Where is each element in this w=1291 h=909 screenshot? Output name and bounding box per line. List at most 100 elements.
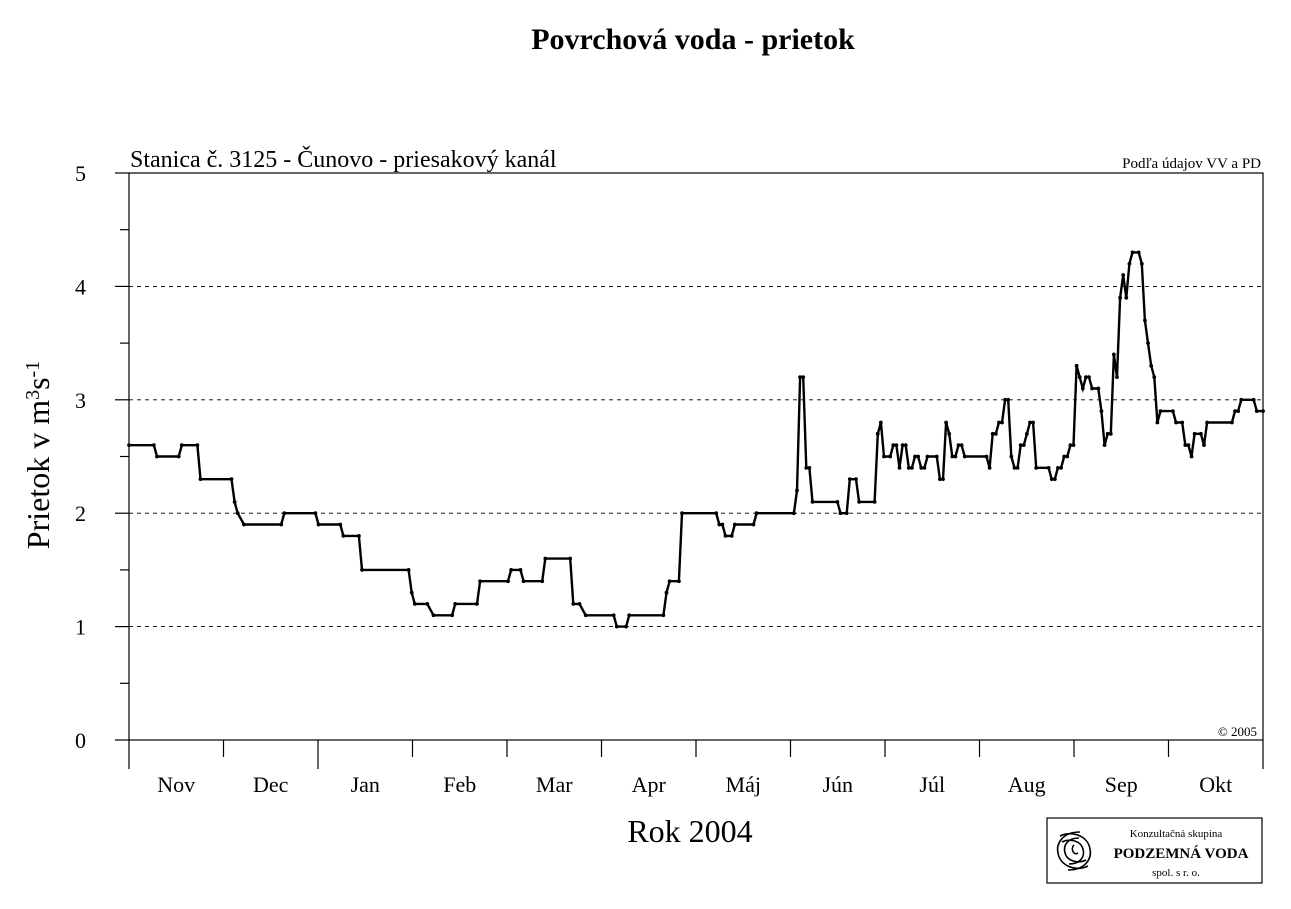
flow-data-point: [1046, 465, 1051, 470]
flow-data-point: [478, 579, 482, 584]
flow-data-point: [1077, 375, 1082, 380]
flow-data-point: [962, 454, 967, 459]
flow-data-point: [1189, 454, 1194, 459]
flow-data-point: [801, 375, 806, 380]
flow-data-point: [568, 556, 573, 561]
flow-data-point: [1031, 420, 1035, 425]
y-tick-label: 1: [75, 615, 86, 640]
x-month-label: Máj: [726, 772, 761, 797]
flow-data-point: [577, 602, 582, 606]
flow-data-point: [956, 443, 961, 448]
flow-data-point: [583, 613, 588, 618]
flow-data-point: [903, 443, 908, 448]
flow-data-point: [1251, 397, 1256, 402]
chart-subtitle: Stanica č. 3125 - Čunovo - priesakový ka…: [130, 146, 557, 173]
flow-data-point: [176, 454, 181, 459]
flow-data-point: [916, 454, 921, 459]
flow-data-point: [1130, 250, 1135, 255]
flow-data-point: [993, 431, 998, 436]
y-axis-title-main: Prietok v m: [20, 400, 56, 549]
flow-data-point: [195, 443, 200, 448]
flow-data-point: [155, 454, 159, 459]
flow-data-point: [1254, 409, 1259, 414]
y-tick-label: 5: [75, 161, 86, 186]
flow-data-point: [1009, 454, 1014, 459]
flow-data-point: [409, 590, 414, 595]
flow-data-point: [360, 568, 364, 572]
flow-data-point: [1084, 375, 1088, 380]
flow-data-point: [425, 602, 430, 606]
flow-data-point: [664, 590, 669, 595]
copyright: © 2005: [1218, 724, 1257, 739]
flow-data-point: [1155, 420, 1160, 425]
flow-data-point: [1015, 465, 1020, 470]
flow-data-point: [882, 454, 886, 459]
flow-data-point: [229, 477, 234, 482]
flow-data-point: [518, 568, 523, 572]
flow-data-point: [720, 522, 725, 527]
flow-data-point: [795, 488, 799, 493]
flow-data-point: [1198, 431, 1203, 436]
flow-data-point: [1236, 409, 1241, 414]
flow-data-point: [934, 454, 939, 459]
flow-data-point: [1136, 250, 1141, 255]
flow-data-point: [1099, 409, 1104, 414]
flow-data-point: [857, 499, 862, 504]
y-tick-label: 0: [75, 728, 86, 753]
flow-data-point: [1049, 477, 1054, 482]
flow-data-point: [729, 533, 734, 538]
y-axis-title-sup2: -1: [22, 361, 44, 378]
y-tick-label: 4: [75, 274, 86, 299]
flow-data-point: [894, 443, 899, 448]
flow-data-point: [1192, 431, 1197, 436]
flow-data-point: [891, 443, 896, 448]
flow-data-point: [847, 477, 852, 482]
flow-data-point: [543, 556, 548, 561]
flow-data-point: [1115, 375, 1119, 380]
flow-series-line: [129, 251, 1263, 628]
x-month-label: Sep: [1105, 772, 1138, 797]
y-tick-label: 2: [75, 501, 86, 526]
flow-data-point: [925, 454, 930, 459]
flow-data-point: [878, 420, 883, 425]
flow-data-point: [279, 522, 284, 527]
flow-data-point: [1183, 443, 1188, 448]
flow-data-point: [571, 602, 576, 606]
flow-data-point: [1205, 420, 1209, 425]
y-tick-label: 3: [75, 388, 86, 413]
flow-data-point: [1028, 420, 1032, 425]
flow-data-point: [754, 511, 759, 516]
flow-data-point: [1065, 454, 1070, 459]
flow-data-point: [1149, 363, 1154, 368]
flow-data-point: [723, 533, 728, 538]
flow-data-point: [453, 602, 458, 606]
flow-data-point: [1034, 465, 1039, 470]
x-axis: Nov Dec Jan Feb Mar Apr Máj Jún Júl Aug Sep Okt: [128, 740, 1264, 797]
x-month-label: Jan: [351, 772, 380, 797]
series-group: [127, 250, 1265, 629]
flow-data-point: [997, 420, 1001, 425]
flow-data-point: [242, 522, 246, 527]
flow-data-point: [950, 454, 955, 459]
flow-data-point: [910, 465, 914, 470]
flow-data-point: [198, 477, 203, 482]
flow-data-point: [1068, 443, 1073, 448]
flow-data-point: [661, 613, 666, 618]
flow-data-point: [1012, 465, 1017, 470]
flow-data-point: [1152, 375, 1157, 380]
flow-data-point: [804, 465, 809, 470]
flow-data-point: [540, 579, 545, 584]
flow-data-point: [906, 465, 911, 470]
flow-data-point: [1018, 443, 1023, 448]
x-month-label: Feb: [443, 772, 476, 797]
flow-data-point: [944, 420, 949, 425]
flow-data-point: [1096, 386, 1101, 391]
flow-data-point: [1006, 397, 1011, 402]
flow-data-point: [1174, 420, 1178, 425]
flow-data-point: [677, 579, 681, 584]
flow-data-point: [1056, 465, 1060, 470]
flow-data-point: [1171, 409, 1175, 414]
flow-data-point: [844, 511, 849, 516]
flow-data-point: [341, 533, 346, 538]
